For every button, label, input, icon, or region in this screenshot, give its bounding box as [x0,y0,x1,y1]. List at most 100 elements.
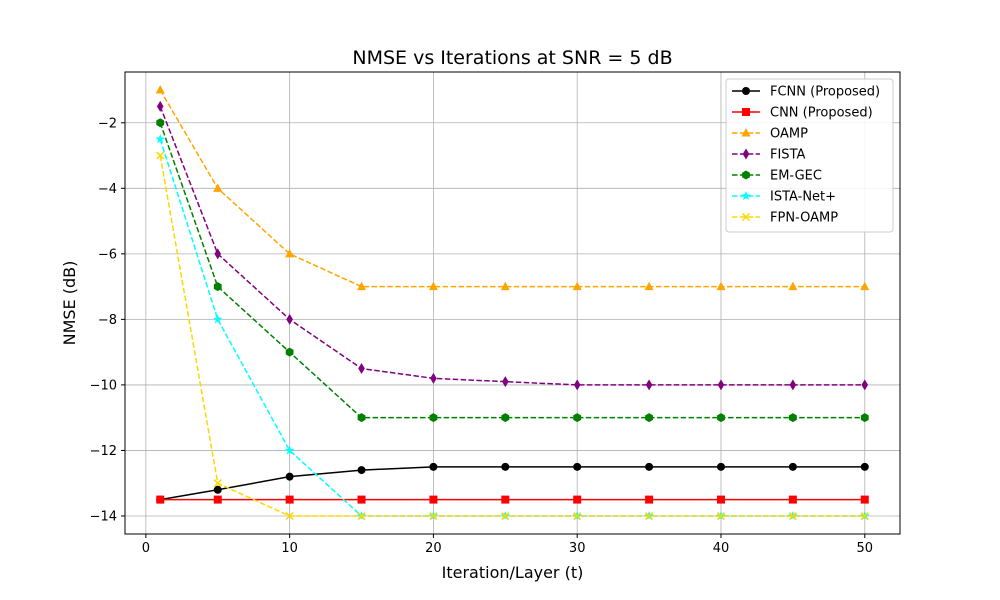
data-point [213,282,222,292]
y-tick-label: −12 [90,444,117,459]
data-point [716,462,725,471]
x-tick-label: 50 [856,541,873,556]
data-point [429,495,438,504]
data-point [285,248,295,258]
data-point [860,413,869,423]
data-point [788,413,797,423]
legend-entry: FPN-OAMP [732,211,838,226]
data-point [788,511,797,521]
data-point [573,462,582,471]
data-point [501,413,510,423]
data-point [430,372,437,384]
legend-marker [741,128,751,137]
legend-entry: CNN (Proposed) [732,106,873,121]
data-point [284,445,295,455]
data-point [155,85,165,94]
data-point [860,511,869,521]
legend-label: FISTA [770,148,805,163]
data-point [500,281,510,291]
data-point [357,413,366,423]
data-point [214,248,222,260]
legend: FCNN (Proposed) CNN (Proposed) OAMP FISTA EM… [725,78,894,233]
series-2 [155,85,870,291]
data-point [573,413,582,423]
y-tick-label: −8 [98,313,117,328]
x-tick-label: 40 [713,541,730,556]
legend-marker [742,108,750,116]
data-point [213,485,222,494]
data-point [156,118,165,128]
data-point [213,495,222,504]
data-point [156,151,165,160]
legend-marker [742,170,750,180]
legend-box [725,78,894,233]
data-point [286,313,293,325]
data-point [573,511,582,521]
data-point [429,413,438,423]
data-point [155,134,165,144]
legend-entry: OAMP [732,127,808,142]
data-point [428,281,438,291]
data-point [788,281,798,291]
data-point [860,281,870,291]
ticks: 0 10 20 30 40 50 −14 −12 −10 −8 −6 −4 −2 [90,116,873,556]
y-tick-label: −14 [90,509,117,524]
x-tick-label: 30 [569,541,586,556]
data-point [213,183,223,192]
data-point [285,347,294,357]
data-point [789,379,797,391]
series-6 [156,151,869,521]
legend-marker [741,191,751,201]
x-tick-label: 10 [281,541,298,556]
legend-entry: FCNN (Proposed) [732,85,880,100]
data-point [717,379,725,391]
series-4 [156,118,869,423]
x-axis-title: Iteration/Layer (t) [442,563,584,582]
legend-entry: ISTA-Net+ [732,190,836,205]
series-line [159,89,865,288]
y-tick-label: −6 [98,247,117,262]
data-point [212,314,223,324]
legend-label: EM-GEC [770,169,822,184]
data-point [788,495,797,504]
x-tick-label: 0 [142,541,150,556]
x-tick-label: 20 [425,541,442,556]
data-point [716,495,725,504]
data-point [502,376,509,388]
legend-label: CNN (Proposed) [770,106,873,121]
data-point [860,495,869,504]
data-point [861,379,869,391]
data-point [429,511,438,521]
data-point [213,479,222,488]
data-point [501,495,510,504]
data-point [156,495,165,504]
data-point [645,413,653,423]
data-point [285,472,294,481]
data-point [716,281,726,291]
data-point [644,281,654,291]
y-tick-label: −2 [98,116,117,131]
data-point [573,379,581,391]
data-point [357,495,366,504]
series-1 [156,495,869,504]
data-point [717,413,725,423]
data-point [860,462,869,471]
legend-label: ISTA-Net+ [770,190,836,205]
data-point [429,462,438,471]
data-point [156,100,164,112]
data-point [501,462,510,471]
y-tick-label: −4 [98,182,117,197]
y-axis-title: NMSE (dB) [60,261,79,346]
data-point [645,379,653,391]
legend-label: OAMP [770,127,808,142]
series-line [159,122,865,419]
data-point [501,511,510,521]
legend-marker [742,87,750,95]
plot-frame [124,71,901,535]
y-tick-label: −10 [90,378,117,393]
data-point [572,281,582,291]
data-point [645,511,654,521]
legend-label: FCNN (Proposed) [770,85,880,100]
data-point [788,462,797,471]
